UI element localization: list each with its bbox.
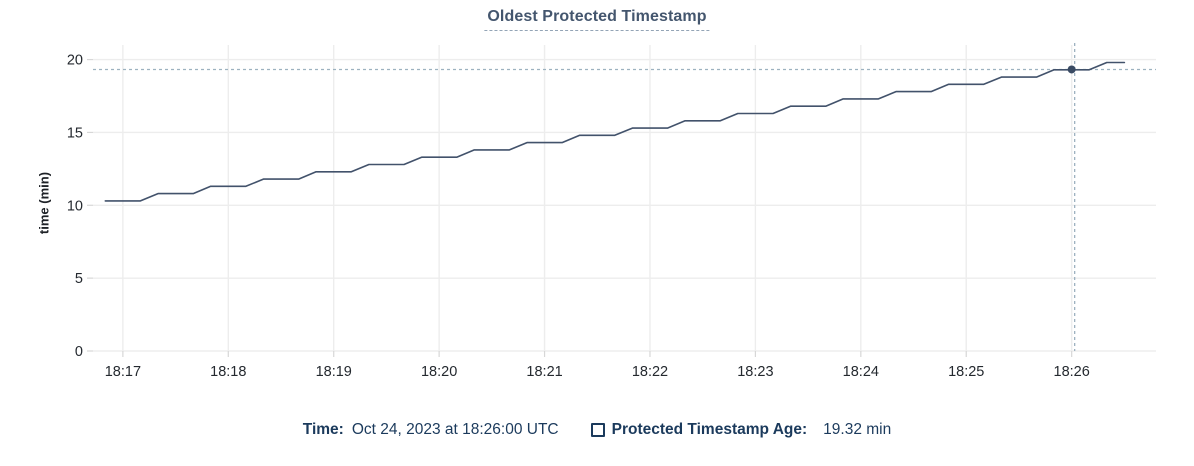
legend-item-protected-timestamp-age[interactable]: Protected Timestamp Age: 19.32 min	[590, 421, 892, 439]
x-tick-label: 18:26	[1054, 364, 1090, 380]
y-tick-label: 5	[75, 271, 83, 287]
hover-point	[1067, 65, 1076, 74]
x-tick-label: 18:17	[105, 364, 141, 380]
chart-plot-area[interactable]: 0 5 10 15 20 18:17 18:18 18:19 18:20 18:21 18:22 18…	[0, 0, 1194, 410]
chart-footer-legend: Time: Oct 24, 2023 at 18:26:00 UTC Prote…	[0, 421, 1194, 439]
y-tick-label: 20	[67, 53, 83, 69]
chart-title[interactable]: Oldest Protected Timestamp	[484, 8, 710, 31]
x-tick-label: 18:24	[843, 364, 879, 380]
x-tick-label: 18:21	[526, 364, 562, 380]
series-line-protected-timestamp-age	[104, 61, 1126, 202]
series-label: Protected Timestamp Age:	[611, 421, 808, 438]
legend-swatch-icon	[590, 423, 605, 437]
y-tick-label: 0	[75, 344, 83, 360]
x-tick-label: 18:19	[316, 364, 352, 380]
x-tick-label: 18:23	[737, 364, 773, 380]
x-tick-label: 18:25	[948, 364, 984, 380]
y-tick-label: 15	[67, 125, 83, 141]
y-tick-label: 10	[67, 198, 83, 214]
y-axis-title: time (min)	[36, 171, 52, 235]
x-tick-label: 18:18	[210, 364, 246, 380]
x-tick-label: 18:22	[632, 364, 668, 380]
time-value: Oct 24, 2023 at 18:26:00 UTC	[351, 421, 559, 438]
series-value: 19.32 min	[823, 421, 892, 438]
time-label: Time:	[302, 421, 344, 438]
hover-time-readout: Time: Oct 24, 2023 at 18:26:00 UTC	[303, 421, 559, 439]
x-tick-label: 18:20	[421, 364, 457, 380]
